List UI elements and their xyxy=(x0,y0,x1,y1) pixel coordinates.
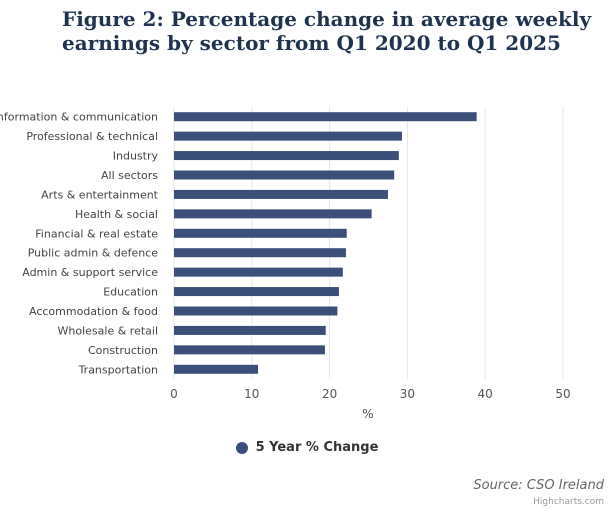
bar xyxy=(174,170,395,180)
source-note: Source: CSO Ireland xyxy=(473,478,604,493)
category-label: Wholesale & retail xyxy=(58,324,158,337)
category-label: Accommodation & food xyxy=(29,305,158,318)
bar xyxy=(174,228,347,238)
bar xyxy=(174,112,477,122)
category-label: Financial & real estate xyxy=(35,227,158,240)
category-label: All sectors xyxy=(101,169,158,182)
x-tick-label: 50 xyxy=(555,387,570,401)
bar-chart: 0 10 20 30 40 50% Information & communication P… xyxy=(0,107,571,421)
x-tick-label: 10 xyxy=(244,387,259,401)
bar xyxy=(174,209,372,219)
bar xyxy=(174,151,399,161)
x-tick-label: 30 xyxy=(400,387,415,401)
bar xyxy=(174,364,259,374)
legend[interactable]: 5 Year % Change xyxy=(0,440,614,458)
credits-link[interactable]: Highcharts.com xyxy=(533,497,604,507)
bar xyxy=(174,306,338,316)
category-label: Arts & entertainment xyxy=(41,188,159,201)
legend-marker xyxy=(235,441,248,454)
x-tick-label: 40 xyxy=(478,387,493,401)
x-tick-label: 20 xyxy=(322,387,337,401)
category-label: Public admin & defence xyxy=(28,247,158,260)
category-label: Construction xyxy=(88,344,158,357)
bar xyxy=(174,287,339,297)
category-label: Industry xyxy=(113,150,159,163)
x-tick-label: 0 xyxy=(170,387,178,401)
bar xyxy=(174,325,326,335)
bar xyxy=(174,131,402,141)
category-label: Transportation xyxy=(78,363,158,376)
chart-title: Figure 2: Percentage change in average w… xyxy=(62,7,592,55)
category-label: Education xyxy=(103,286,158,299)
legend-label: 5 Year % Change xyxy=(255,440,379,455)
category-label: Professional & technical xyxy=(26,130,158,143)
bar xyxy=(174,248,346,258)
category-label: Health & social xyxy=(75,208,158,221)
bar xyxy=(174,345,325,355)
category-label: Admin & support service xyxy=(22,266,158,279)
bar xyxy=(174,267,343,277)
bar xyxy=(174,189,388,199)
category-label: Information & communication xyxy=(0,111,158,124)
x-axis-label: % xyxy=(362,407,373,421)
